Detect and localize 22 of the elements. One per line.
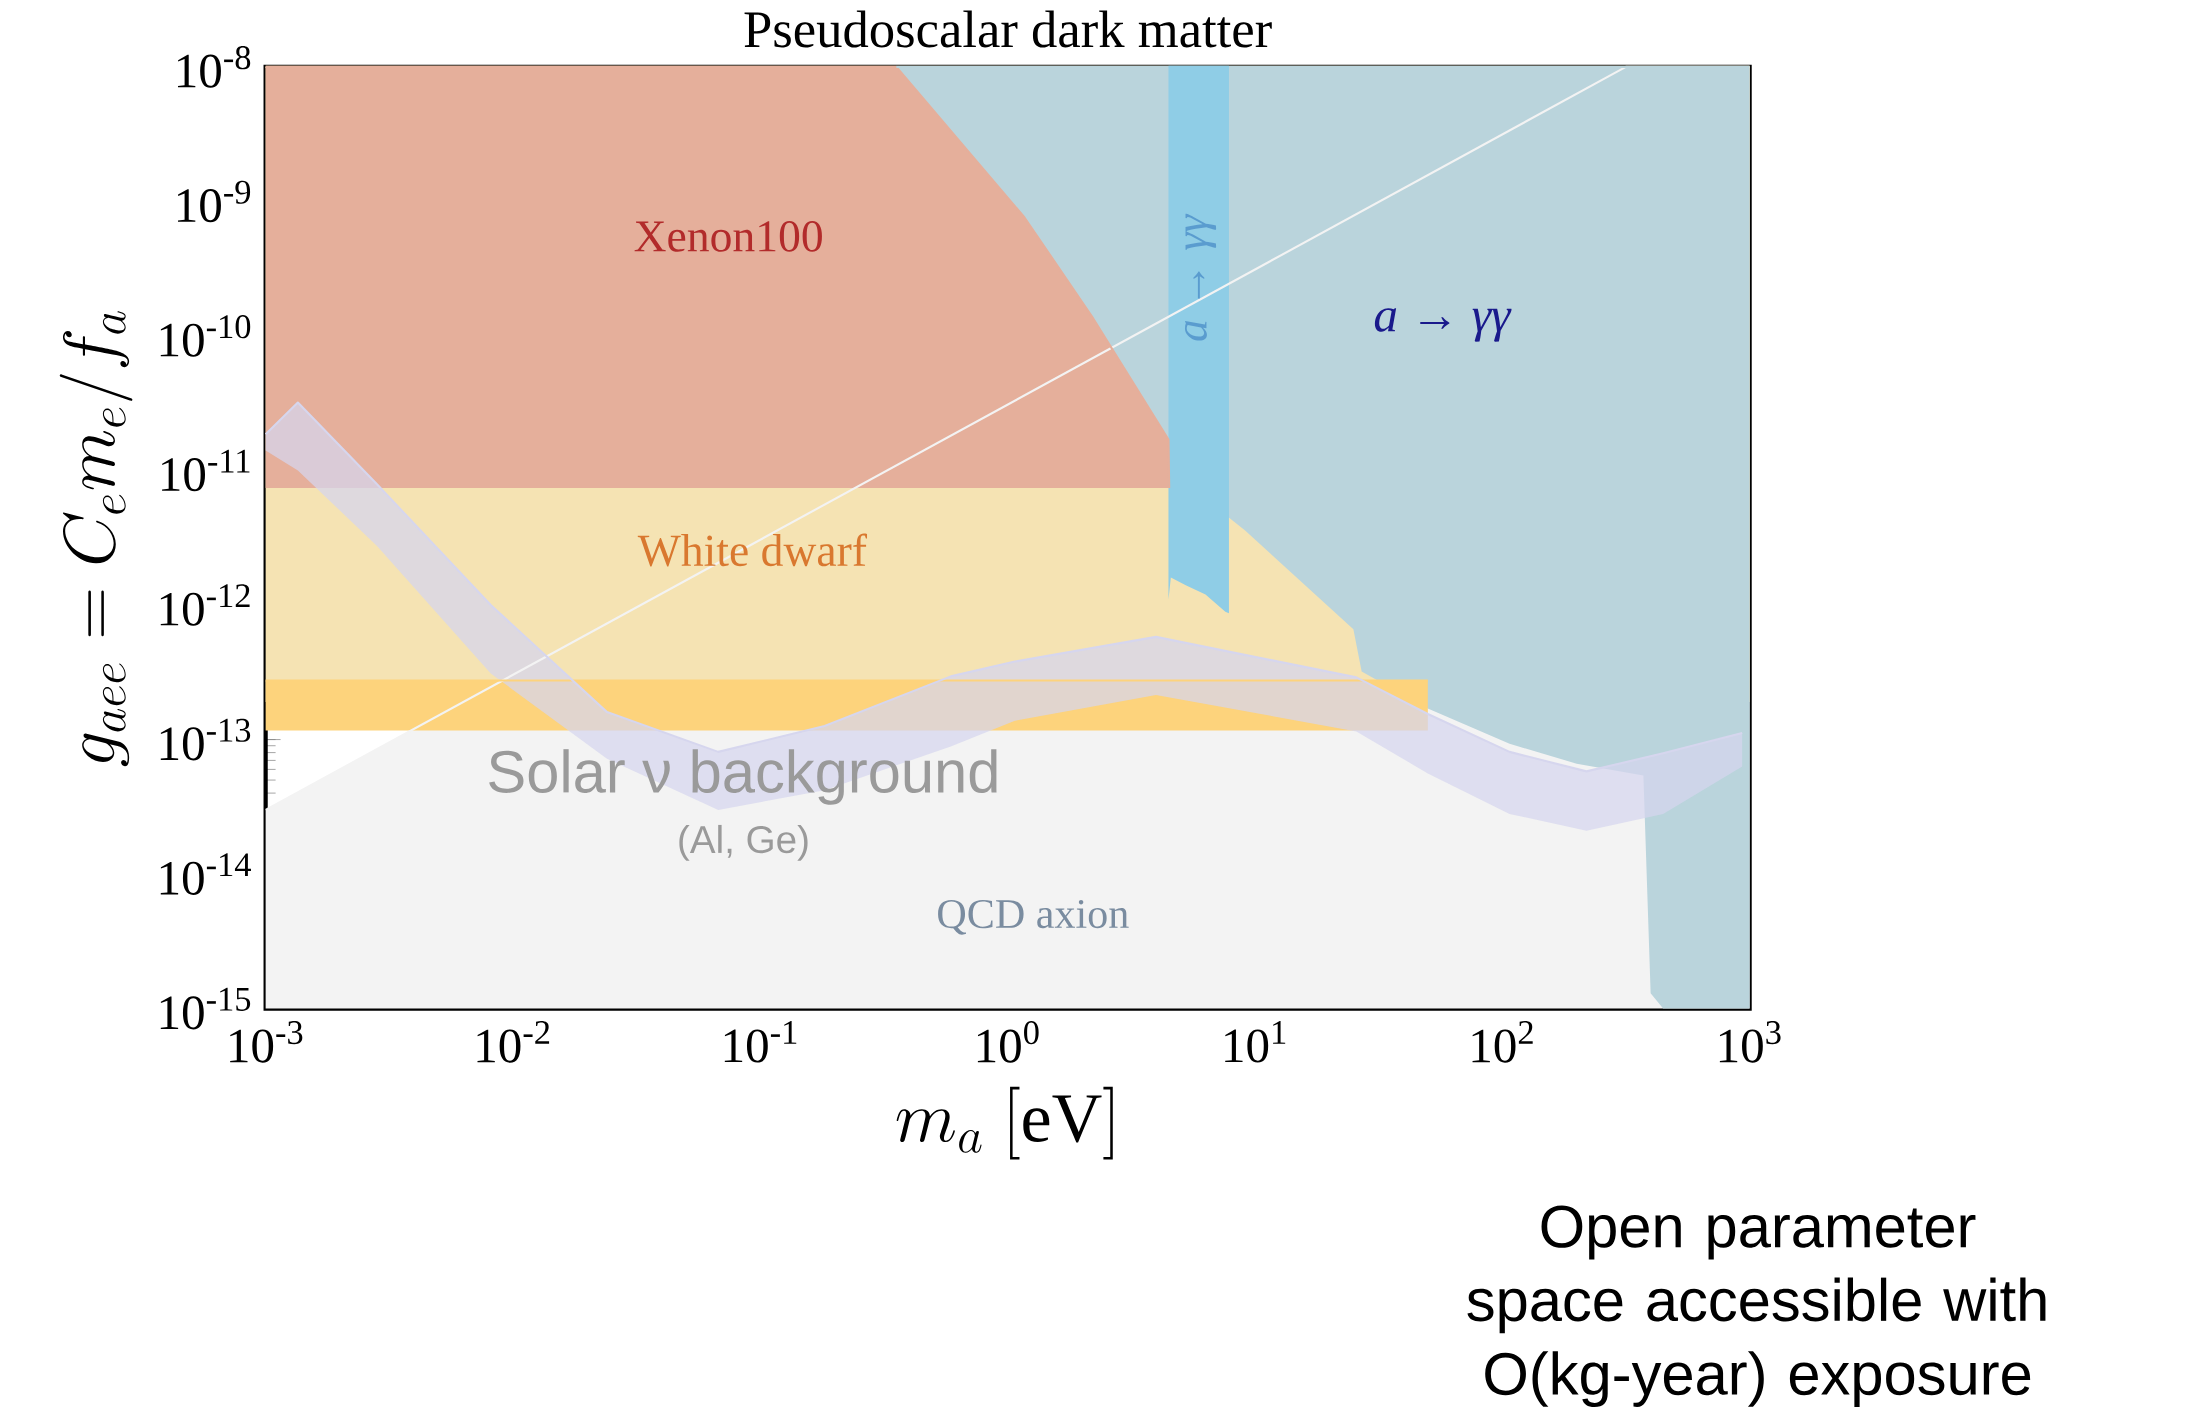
- y-tick-label: 10$^{-9}$: [177, 180, 251, 223]
- annotation: a → γγ: [1374, 308, 1512, 342]
- x-tick-label: 10$^{-2}$: [477, 1021, 550, 1063]
- y-tick-label: 10$^{-14}$: [160, 853, 251, 895]
- y-tick-label: 10$^{-12}$: [160, 584, 250, 626]
- annotation: QCD axion: [938, 899, 1129, 935]
- y-axis-title: $g_{aee} = C_e m_e/f_a$: [59, 311, 133, 767]
- x-axis-title: $m_a\ [\mathrm{eV}]$: [896, 1086, 1113, 1160]
- chart-title: Pseudoscalar dark matter: [744, 10, 1272, 48]
- annotation: White dwarf: [637, 533, 868, 567]
- y-tick-label: 10$^{-13}$: [160, 718, 251, 761]
- x-tick-label: 10$^{1}$: [1225, 1020, 1286, 1063]
- text: Open parameter space accessible with O(kg-year) exposure: [1467, 1205, 2046, 1407]
- y-tick-label: 10$^{-10}$: [160, 315, 251, 357]
- x-tick-label: 10$^{3}$: [1719, 1021, 1781, 1063]
- x-tick-label: 10$^{-1}$: [724, 1020, 797, 1063]
- x-tick-label: 10$^{0}$: [977, 1020, 1039, 1063]
- y-tick-label: 10$^{-8}$: [177, 46, 251, 88]
- annotation: (Al, Ge): [679, 824, 808, 861]
- y-tick-label: 10$^{-11}$: [162, 449, 250, 492]
- annotation: Solar ν background: [489, 749, 997, 805]
- x-tick-label: 10$^{2}$: [1472, 1021, 1533, 1063]
